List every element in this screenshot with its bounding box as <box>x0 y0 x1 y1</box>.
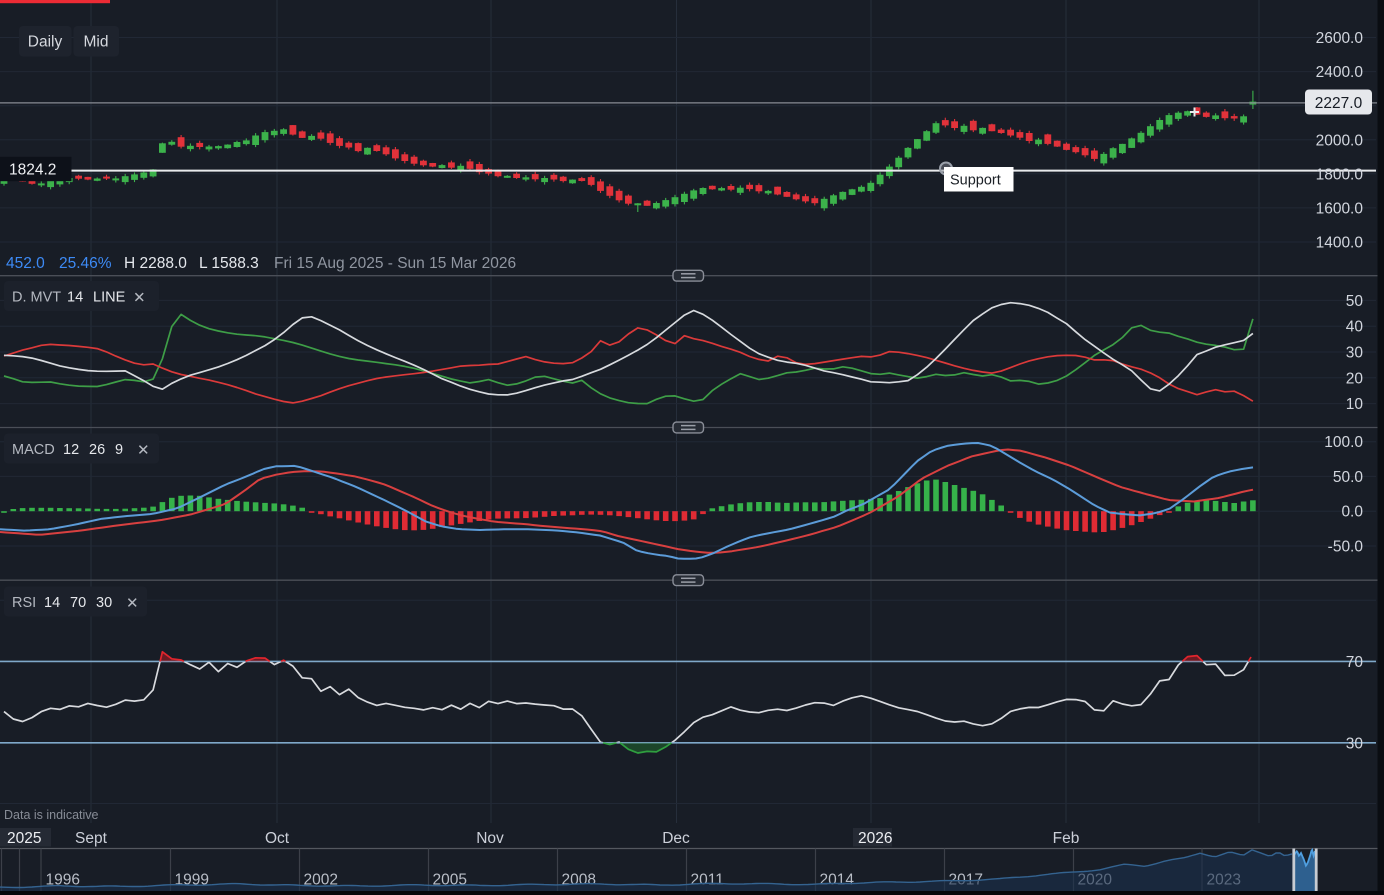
svg-text:Dec: Dec <box>662 830 690 847</box>
svg-text:1600.0: 1600.0 <box>1316 200 1364 217</box>
svg-text:L 1588.3: L 1588.3 <box>199 255 259 272</box>
svg-text:1824.2: 1824.2 <box>9 162 56 179</box>
svg-text:2600.0: 2600.0 <box>1316 30 1364 47</box>
svg-text:H 2288.0: H 2288.0 <box>124 255 187 272</box>
svg-text:100.0: 100.0 <box>1324 434 1363 451</box>
svg-text:70: 70 <box>1346 654 1364 671</box>
svg-text:26: 26 <box>89 442 105 458</box>
svg-text:1400.0: 1400.0 <box>1316 235 1364 252</box>
svg-text:✕: ✕ <box>137 442 150 459</box>
svg-text:1800.0: 1800.0 <box>1316 166 1364 183</box>
svg-text:D. MVT: D. MVT <box>12 290 61 306</box>
svg-text:50: 50 <box>1346 293 1364 310</box>
svg-text:Fri 15 Aug 2025 - Sun 15 Mar 2: Fri 15 Aug 2025 - Sun 15 Mar 2026 <box>274 255 516 272</box>
svg-text:2005: 2005 <box>433 872 467 889</box>
svg-text:Mid: Mid <box>84 34 109 51</box>
svg-text:14: 14 <box>44 595 60 611</box>
svg-text:30: 30 <box>1346 735 1364 752</box>
svg-text:40: 40 <box>1346 319 1364 336</box>
svg-text:Nov: Nov <box>476 830 504 847</box>
svg-text:2000.0: 2000.0 <box>1316 132 1364 149</box>
svg-text:452.0: 452.0 <box>6 255 45 272</box>
svg-text:2026: 2026 <box>858 830 892 847</box>
svg-text:9: 9 <box>115 442 123 458</box>
svg-text:12: 12 <box>63 442 79 458</box>
svg-text:RSI: RSI <box>12 595 36 611</box>
svg-text:30: 30 <box>1346 345 1364 362</box>
svg-text:30: 30 <box>96 595 112 611</box>
svg-text:20: 20 <box>1346 370 1364 387</box>
svg-text:14: 14 <box>67 290 83 306</box>
svg-text:Sept: Sept <box>75 830 108 847</box>
svg-text:-50.0: -50.0 <box>1328 539 1364 556</box>
svg-text:✕: ✕ <box>126 595 139 612</box>
svg-text:MACD: MACD <box>12 442 55 458</box>
svg-text:1996: 1996 <box>46 872 80 889</box>
svg-text:Daily: Daily <box>28 34 63 51</box>
svg-text:Data is indicative: Data is indicative <box>4 808 99 822</box>
svg-text:Support: Support <box>950 173 1001 189</box>
svg-text:LINE: LINE <box>93 290 126 306</box>
svg-text:10: 10 <box>1346 396 1364 413</box>
svg-text:Feb: Feb <box>1053 830 1080 847</box>
svg-text:Oct: Oct <box>265 830 290 847</box>
svg-text:2025: 2025 <box>7 830 41 847</box>
svg-text:50.0: 50.0 <box>1333 469 1364 486</box>
svg-text:25.46%: 25.46% <box>59 255 112 272</box>
svg-text:2227.0: 2227.0 <box>1315 95 1363 112</box>
svg-text:2002: 2002 <box>304 872 338 889</box>
svg-text:0.0: 0.0 <box>1341 504 1363 521</box>
svg-text:2400.0: 2400.0 <box>1316 64 1364 81</box>
svg-text:70: 70 <box>70 595 86 611</box>
svg-text:✕: ✕ <box>133 290 146 307</box>
